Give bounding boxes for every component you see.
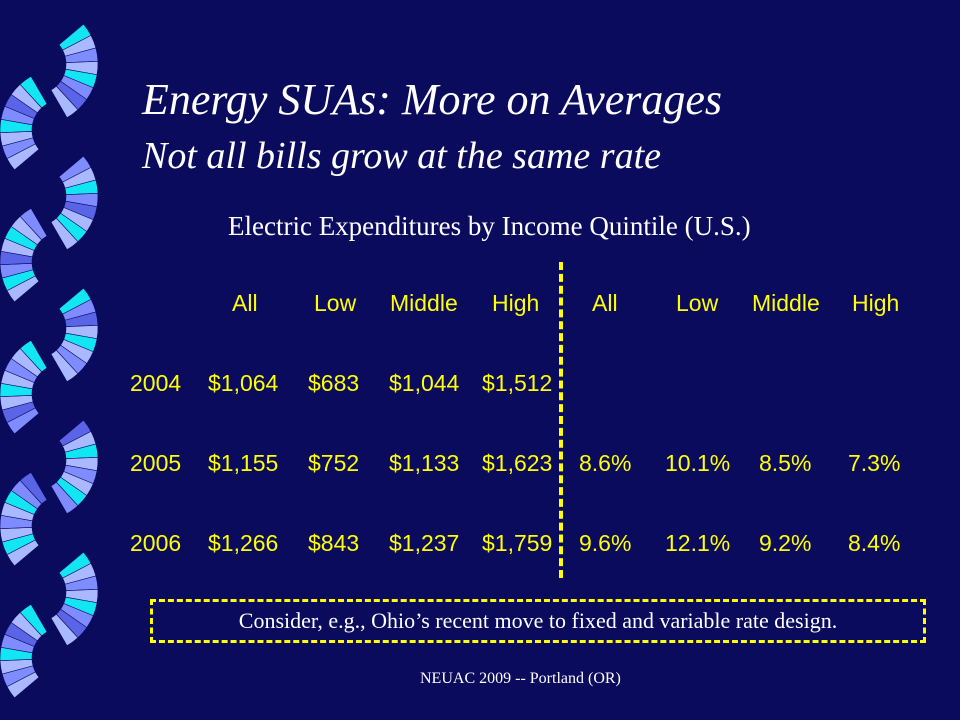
header-high-growth: High xyxy=(852,290,900,316)
table-cell-low-growth: 10.1% xyxy=(665,450,731,476)
decorative-fan-chain xyxy=(0,23,99,699)
fan-icon xyxy=(50,155,99,251)
table-cell-middle: $1,133 xyxy=(389,450,460,476)
table-cell-all: $1,155 xyxy=(208,450,279,476)
table-cell-middle-growth: 9.2% xyxy=(759,530,812,556)
header-low: Low xyxy=(314,290,357,316)
table-cell-high-growth: 8.4% xyxy=(848,530,901,556)
fan-icon xyxy=(0,207,48,303)
slide-title: Energy SUAs: More on Averages xyxy=(142,75,723,124)
table-cell-middle: $1,044 xyxy=(389,370,460,396)
table-cell-year: 2005 xyxy=(130,450,182,476)
table-cell-low-growth: 12.1% xyxy=(665,530,731,556)
fan-icon xyxy=(0,75,48,171)
table-cell-year: 2006 xyxy=(130,530,182,556)
table-cell-all: $1,266 xyxy=(208,530,279,556)
table-cell-low: $752 xyxy=(308,450,360,476)
table-cell-all-growth: 8.6% xyxy=(579,450,632,476)
fan-icon xyxy=(0,339,48,435)
table-caption: Electric Expenditures by Income Quintile… xyxy=(228,211,751,241)
table-cell-low: $843 xyxy=(308,530,360,556)
fan-icon xyxy=(50,551,99,647)
header-all: All xyxy=(232,290,258,316)
fan-icon xyxy=(0,471,48,567)
table-cell-year: 2004 xyxy=(130,370,182,396)
header-all-growth: All xyxy=(592,290,618,316)
header-middle: Middle xyxy=(390,290,458,316)
table-cell-high: $1,623 xyxy=(482,450,553,476)
fan-icon xyxy=(50,419,99,515)
table-cell-middle: $1,237 xyxy=(389,530,460,556)
table-cell-all-growth: 9.6% xyxy=(579,530,632,556)
table-cell-high: $1,512 xyxy=(482,370,553,396)
fan-icon xyxy=(50,23,99,119)
fan-icon xyxy=(50,287,99,383)
note-box: Consider, e.g., Ohio’s recent move to fi… xyxy=(150,599,926,643)
header-low-growth: Low xyxy=(676,290,719,316)
growth-divider-line xyxy=(559,262,563,578)
table-cell-low: $683 xyxy=(308,370,360,396)
header-middle-growth: Middle xyxy=(752,290,820,316)
fan-icon xyxy=(0,603,48,699)
table-cell-high-growth: 7.3% xyxy=(848,450,901,476)
table-cell-high: $1,759 xyxy=(482,530,553,556)
slide-footer: NEUAC 2009 -- Portland (OR) xyxy=(420,670,621,687)
table-cell-middle-growth: 8.5% xyxy=(759,450,812,476)
slide-subtitle: Not all bills grow at the same rate xyxy=(142,135,661,177)
header-high: High xyxy=(492,290,540,316)
table-cell-all: $1,064 xyxy=(208,370,279,396)
